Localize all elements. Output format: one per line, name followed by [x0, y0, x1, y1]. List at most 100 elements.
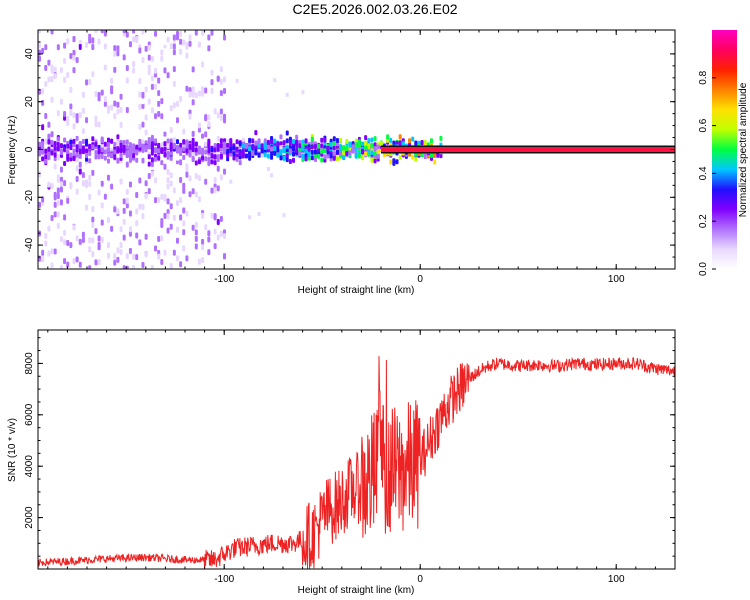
spectrogram-cell: [216, 146, 220, 152]
spectrogram-cell: [150, 161, 154, 168]
spectrogram-cell: [219, 153, 223, 159]
spectrogram-cell: [144, 129, 148, 136]
y-tick-label: 0: [24, 146, 35, 152]
spectrogram-cell: [188, 113, 192, 120]
spectrogram-cell: [91, 71, 95, 78]
spectrogram-cell: [433, 159, 437, 165]
spectrogram-cell: [414, 140, 418, 146]
spectrogram-cell: [357, 142, 361, 148]
spectrogram-cell: [216, 165, 220, 172]
spectrogram-cell: [285, 157, 289, 163]
spectrogram-cell: [47, 59, 51, 66]
spectrogram-cell: [389, 137, 393, 143]
spectrogram-cell: [370, 157, 374, 163]
spectrogram-cell: [91, 144, 95, 150]
spectrogram-cell: [53, 201, 57, 208]
spectrogram-cell: [223, 233, 227, 240]
spectrogram-cell: [119, 249, 123, 256]
spectrogram-cell: [342, 154, 346, 160]
spectrogram-cell: [339, 143, 343, 149]
spectrogram-cell: [103, 100, 107, 107]
spectrogram-cell: [342, 150, 346, 156]
spectrogram-cell: [135, 192, 139, 199]
spectrogram-cell: [138, 47, 142, 54]
spectrogram-cell: [110, 30, 114, 35]
spectrogram-cell: [169, 155, 173, 161]
spectrogram-cell: [119, 47, 123, 54]
spectrogram-cell: [213, 243, 217, 250]
spectrogram-cell: [226, 139, 230, 144]
spectrogram-cell: [185, 171, 189, 178]
spectrogram-cell: [188, 144, 192, 150]
spectrogram-cell: [335, 149, 339, 155]
spectrogram-cell: [116, 247, 120, 254]
spectrogram-cell: [154, 83, 158, 90]
spectrogram-cell: [219, 108, 223, 115]
spectrogram-cell: [141, 102, 145, 109]
spectrogram-cell: [41, 156, 45, 162]
spectrogram-cell: [285, 153, 289, 159]
spectrogram-cell: [125, 202, 129, 209]
spectrogram-cell: [329, 141, 333, 147]
spectrogram-cell: [207, 249, 211, 256]
spectrogram-cell: [194, 92, 198, 99]
spectrogram-cell: [53, 145, 57, 151]
spectrogram-cell: [154, 30, 158, 37]
spectrogram-cell: [88, 265, 92, 269]
spectrogram-cell: [364, 145, 368, 151]
spectrogram-cell: [72, 54, 76, 61]
spectrogram-cell: [97, 242, 101, 249]
spectrogram-cell: [210, 212, 214, 219]
spectrogram-cell: [219, 114, 223, 121]
spectrogram-cell: [138, 203, 142, 210]
spectrogram-cell: [81, 107, 85, 114]
spectrogram-cell: [292, 151, 296, 157]
spectrogram-cell: [141, 121, 145, 128]
spectrogram-cell: [163, 195, 167, 202]
spectrogram-cell: [125, 139, 129, 145]
spectrogram-cell: [326, 149, 330, 155]
spectrogram-cell: [298, 143, 302, 149]
spectrogram-cell: [154, 245, 158, 252]
spectrogram-cell: [201, 257, 205, 264]
spectrogram-cell: [345, 150, 349, 156]
spectrogram-cell: [141, 143, 145, 149]
spectrogram-cell: [213, 147, 217, 153]
spectrogram-cell: [138, 239, 142, 246]
spectrogram-cell: [185, 85, 189, 92]
spectrogram-cell: [373, 158, 377, 164]
spectrogram-cell: [185, 148, 189, 154]
spectrogram-cell: [56, 146, 60, 152]
spectrogram-cell: [72, 148, 76, 154]
spectrogram-cell: [276, 147, 280, 153]
spectrogram-cell: [201, 238, 205, 245]
spectrogram-cell: [197, 196, 201, 203]
spectrogram-cell: [66, 149, 70, 155]
spectrogram-cell: [166, 168, 170, 175]
spectrogram-cell: [204, 141, 208, 147]
spectrogram-cell: [414, 156, 418, 162]
spectrogram-cell: [125, 65, 129, 72]
spectrogram-cell: [44, 232, 48, 239]
spectrogram-cell: [285, 92, 289, 97]
spectrogram-cell: [238, 160, 242, 166]
spectrogram-cell: [194, 191, 198, 198]
spectrogram-cell: [59, 143, 63, 149]
spectrogram-cell: [144, 147, 148, 153]
spectrogram-cell: [144, 251, 148, 258]
spectrogram-cell: [439, 153, 443, 159]
spectrogram-cell: [50, 131, 54, 138]
spectrogram-cell: [182, 128, 186, 135]
spectrogram-cell: [197, 258, 201, 265]
spectrogram-cell: [135, 208, 139, 215]
spectrogram-cell: [207, 156, 211, 162]
spectrogram-cell: [292, 157, 296, 163]
spectrogram-cell: [113, 259, 117, 266]
spectrogram-cell: [69, 156, 73, 162]
spectrogram-cell: [63, 137, 67, 143]
spectrogram-cell: [132, 147, 136, 153]
spectrogram-cell: [160, 235, 164, 242]
spectrogram-cell: [69, 152, 73, 158]
spectrogram-cell: [266, 139, 270, 145]
spectrogram-cell: [185, 255, 189, 262]
